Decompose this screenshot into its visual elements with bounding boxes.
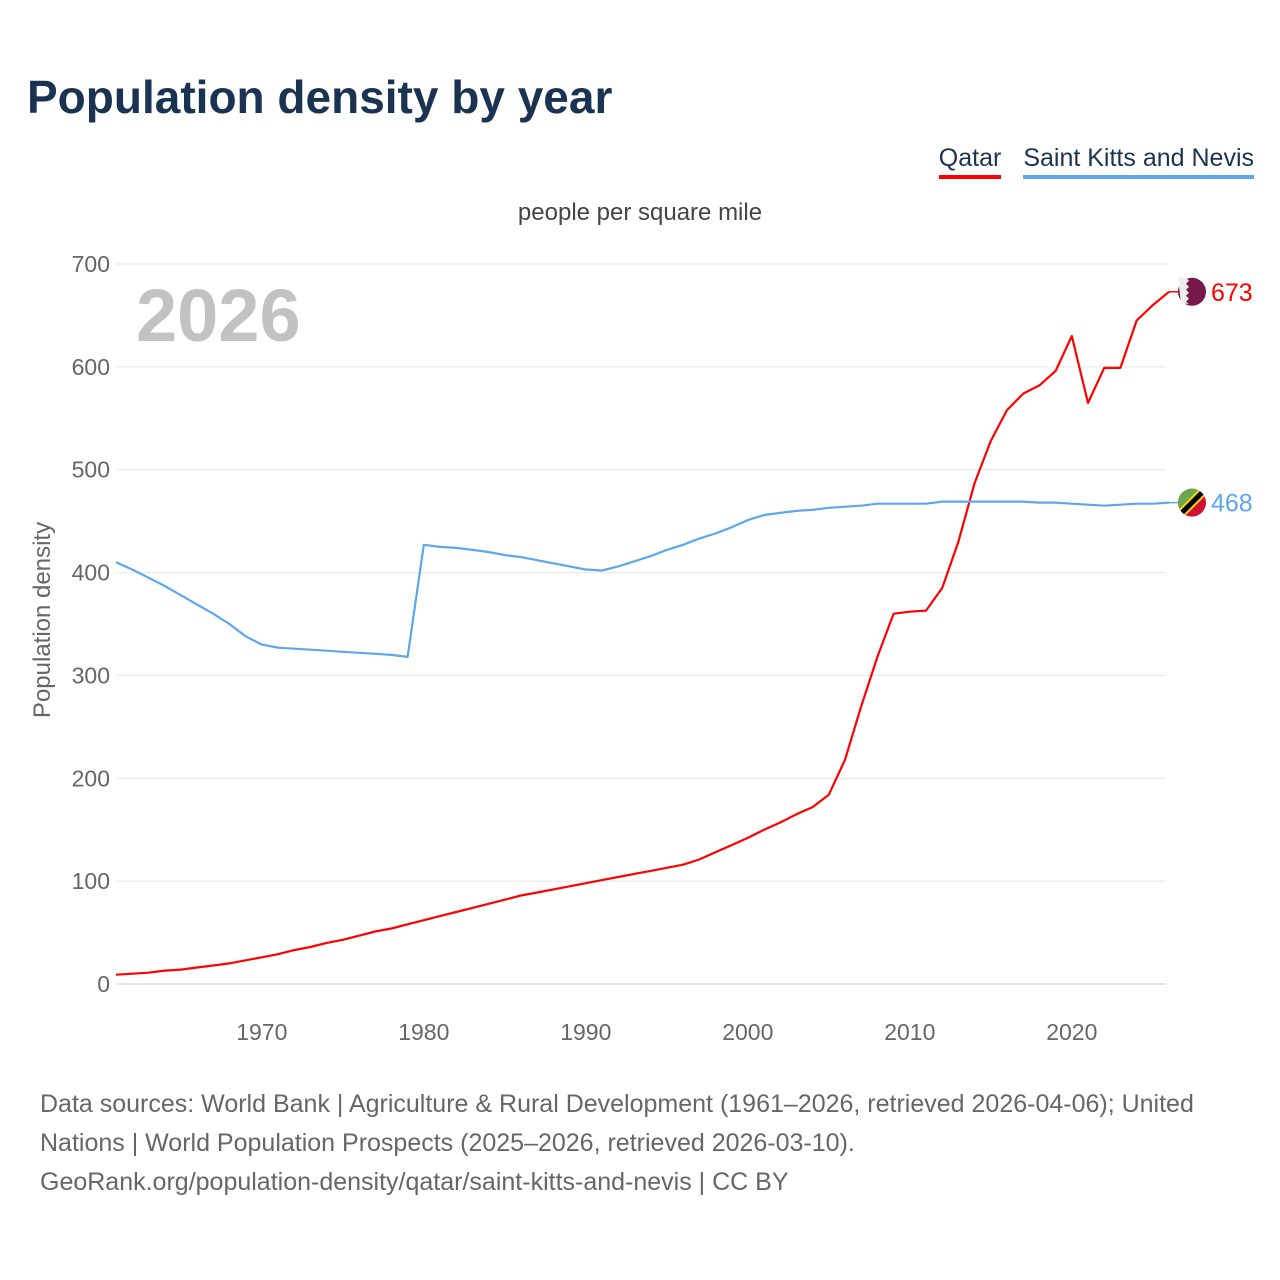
end-value-label: 673: [1211, 279, 1253, 307]
saint-kitts-and-nevis-flag-icon: [1178, 488, 1206, 517]
y-tick-label: 600: [72, 354, 110, 380]
series-line-qatar[interactable]: [115, 290, 1170, 976]
line-chart: people per square mile Population densit…: [29, 199, 1253, 1045]
data-sources: Data sources: World Bank | Agriculture &…: [40, 1090, 1194, 1157]
legend-item-qatar[interactable]: Qatar: [938, 144, 1002, 179]
y-tick-label: 200: [72, 765, 110, 791]
year-watermark: 2026: [136, 274, 301, 357]
qatar-flag-icon: [1178, 277, 1206, 306]
y-tick-label: 0: [97, 971, 110, 997]
y-tick-label: 700: [72, 251, 110, 277]
y-tick-label: 300: [72, 662, 110, 688]
legend: Qatar Saint Kitts and Nevis: [938, 144, 1254, 179]
y-tick-label: 500: [72, 457, 110, 483]
legend-item-saint-kitts-and-nevis[interactable]: Saint Kitts and Nevis: [1023, 144, 1254, 179]
chart-title: Population density by year: [27, 71, 613, 123]
x-tick-label: 2020: [1046, 1019, 1097, 1045]
x-tick-label: 1970: [236, 1019, 287, 1045]
footer: Data sources: World Bank | Agriculture &…: [40, 1085, 1250, 1202]
x-tick-label: 2000: [722, 1019, 773, 1045]
source-link[interactable]: GeoRank.org/population-density/qatar/sai…: [40, 1168, 789, 1196]
y-tick-label: 400: [72, 560, 110, 586]
series-line-saint-kitts-and-nevis[interactable]: [115, 500, 1170, 659]
y-tick-label: 100: [72, 868, 110, 894]
chart-subtitle: people per square mile: [518, 199, 762, 226]
x-tick-label: 2010: [884, 1019, 935, 1045]
x-tick-label: 1990: [560, 1019, 611, 1045]
end-value-label: 468: [1211, 490, 1253, 518]
x-tick-label: 1980: [398, 1019, 449, 1045]
y-axis-label: Population density: [29, 522, 56, 718]
